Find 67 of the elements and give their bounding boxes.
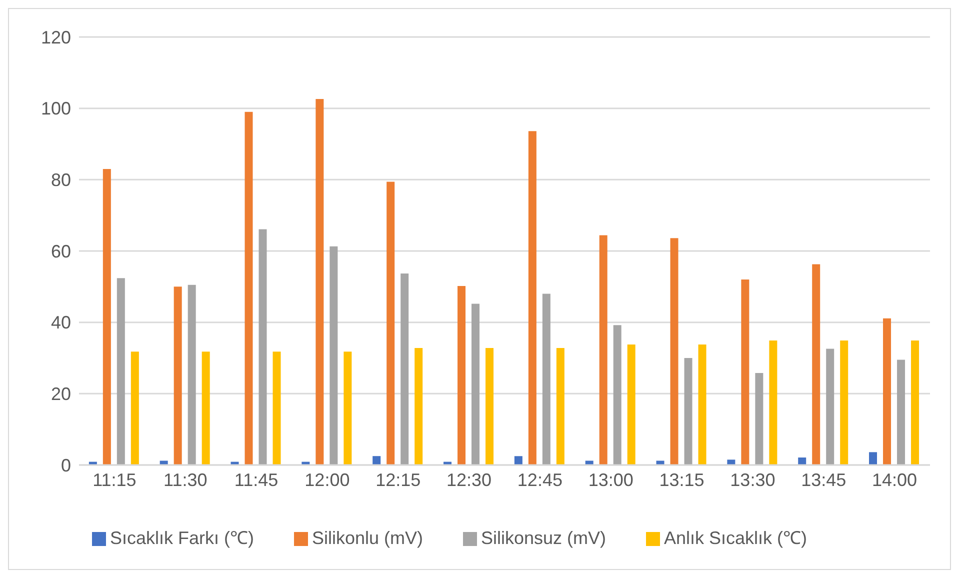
bar [911, 340, 920, 465]
bar [585, 460, 594, 465]
bar [613, 325, 622, 465]
bar [188, 284, 196, 465]
bar [344, 352, 352, 465]
bar [869, 452, 878, 465]
bar [670, 238, 678, 465]
legend-label: Silikonlu (mV) [312, 528, 423, 548]
x-tick-label: 11:45 [234, 470, 278, 490]
y-tick-label: 120 [40, 27, 71, 48]
bar [472, 304, 480, 465]
bar [627, 344, 636, 465]
bar [258, 229, 267, 465]
x-tick-label: 14:00 [872, 470, 918, 490]
x-tick-label: 13:00 [588, 470, 634, 490]
y-tick-label: 0 [60, 455, 71, 476]
bar [372, 456, 381, 465]
bar [400, 273, 409, 465]
legend-label: Sıcaklık Farkı (℃) [110, 528, 254, 548]
bar [130, 352, 139, 465]
x-tick-label: 13:45 [801, 470, 846, 490]
bar [528, 131, 536, 465]
bar [458, 286, 466, 465]
bar [542, 294, 550, 465]
bar [514, 456, 522, 465]
bar [897, 360, 906, 465]
bar [798, 458, 806, 465]
bar [386, 182, 395, 465]
bar [160, 460, 168, 465]
x-tick-label: 12:45 [517, 470, 562, 490]
bar [698, 344, 706, 465]
bar [486, 348, 494, 465]
bar [727, 460, 736, 465]
legend-label: Anlık Sıcaklık (℃) [664, 528, 808, 548]
x-tick-label: 13:15 [659, 470, 704, 490]
legend-label: Silikonsuz (mV) [480, 528, 606, 548]
bar [116, 278, 125, 465]
bar [769, 340, 778, 465]
bar [414, 348, 423, 465]
bar [202, 352, 210, 465]
bar [556, 348, 564, 465]
x-tick-label: 12:15 [376, 470, 421, 490]
bar [174, 286, 182, 465]
bar [826, 348, 834, 465]
x-tick-label: 12:30 [446, 470, 492, 490]
bar [755, 372, 764, 465]
x-tick-label: 11:30 [164, 470, 208, 490]
bar [741, 280, 750, 465]
x-tick-label: 13:30 [730, 470, 776, 490]
x-tick-label: 12:00 [304, 470, 350, 490]
y-tick-label: 100 [40, 98, 71, 119]
y-tick-label: 40 [50, 312, 71, 333]
bar [840, 340, 848, 465]
bar [244, 112, 253, 465]
y-tick-label: 60 [50, 241, 71, 262]
x-tick-label: 11:15 [92, 470, 136, 490]
bar [330, 246, 338, 465]
bar [102, 168, 111, 465]
bar [883, 318, 892, 465]
bar [684, 358, 692, 465]
bar [812, 264, 820, 465]
bar [656, 460, 664, 465]
y-tick-label: 20 [50, 384, 71, 404]
bar [316, 99, 324, 465]
y-tick-label: 80 [50, 170, 71, 190]
bar [272, 352, 281, 465]
bar [599, 235, 608, 465]
